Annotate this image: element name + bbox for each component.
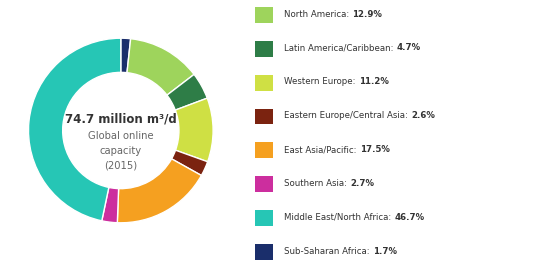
Text: 74.7 million m³/d: 74.7 million m³/d bbox=[65, 113, 176, 126]
Text: 4.7%: 4.7% bbox=[396, 44, 421, 52]
Text: East Asia/Pacific:: East Asia/Pacific: bbox=[285, 145, 359, 154]
Bar bbox=[255, 244, 273, 260]
Bar bbox=[255, 7, 273, 23]
Wedge shape bbox=[28, 38, 121, 221]
Text: Middle East/North Africa:: Middle East/North Africa: bbox=[285, 213, 394, 222]
Text: 11.2%: 11.2% bbox=[358, 77, 388, 86]
Text: Sub-Saharan Africa:: Sub-Saharan Africa: bbox=[285, 247, 372, 256]
Text: North America:: North America: bbox=[285, 10, 352, 19]
Bar bbox=[255, 109, 273, 124]
Bar bbox=[255, 210, 273, 226]
Bar bbox=[255, 41, 273, 57]
Wedge shape bbox=[117, 159, 201, 223]
Text: Global online
capacity
(2015): Global online capacity (2015) bbox=[88, 131, 154, 171]
Text: 2.6%: 2.6% bbox=[411, 111, 435, 120]
Text: 1.7%: 1.7% bbox=[372, 247, 397, 256]
Wedge shape bbox=[127, 39, 194, 95]
Wedge shape bbox=[175, 98, 213, 162]
Text: 2.7%: 2.7% bbox=[350, 179, 374, 188]
Text: 46.7%: 46.7% bbox=[394, 213, 425, 222]
Text: 17.5%: 17.5% bbox=[359, 145, 389, 154]
Wedge shape bbox=[121, 38, 131, 73]
Bar bbox=[255, 75, 273, 91]
Wedge shape bbox=[172, 150, 207, 175]
Text: Latin America/Caribbean:: Latin America/Caribbean: bbox=[285, 44, 396, 52]
Text: 12.9%: 12.9% bbox=[352, 10, 382, 19]
Bar bbox=[255, 176, 273, 192]
Text: Western Europe:: Western Europe: bbox=[285, 77, 358, 86]
Text: Southern Asia:: Southern Asia: bbox=[285, 179, 350, 188]
Wedge shape bbox=[167, 74, 207, 110]
Wedge shape bbox=[102, 187, 118, 223]
Text: Eastern Europe/Central Asia:: Eastern Europe/Central Asia: bbox=[285, 111, 411, 120]
Bar bbox=[255, 143, 273, 158]
